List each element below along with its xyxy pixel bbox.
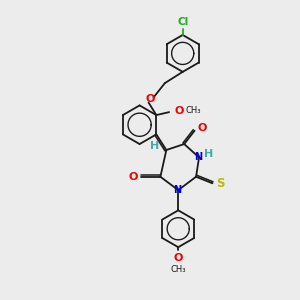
Text: H: H — [204, 149, 214, 159]
Text: N: N — [174, 185, 182, 195]
Text: O: O — [198, 123, 207, 133]
Text: CH₃: CH₃ — [170, 265, 186, 274]
Text: O: O — [145, 94, 155, 104]
Text: N: N — [194, 152, 202, 162]
Text: O: O — [174, 106, 184, 116]
Text: S: S — [216, 177, 224, 190]
Text: CH₃: CH₃ — [185, 106, 201, 115]
Text: O: O — [128, 172, 137, 182]
Text: H: H — [150, 140, 160, 151]
Text: O: O — [173, 253, 183, 263]
Text: Cl: Cl — [177, 17, 188, 27]
